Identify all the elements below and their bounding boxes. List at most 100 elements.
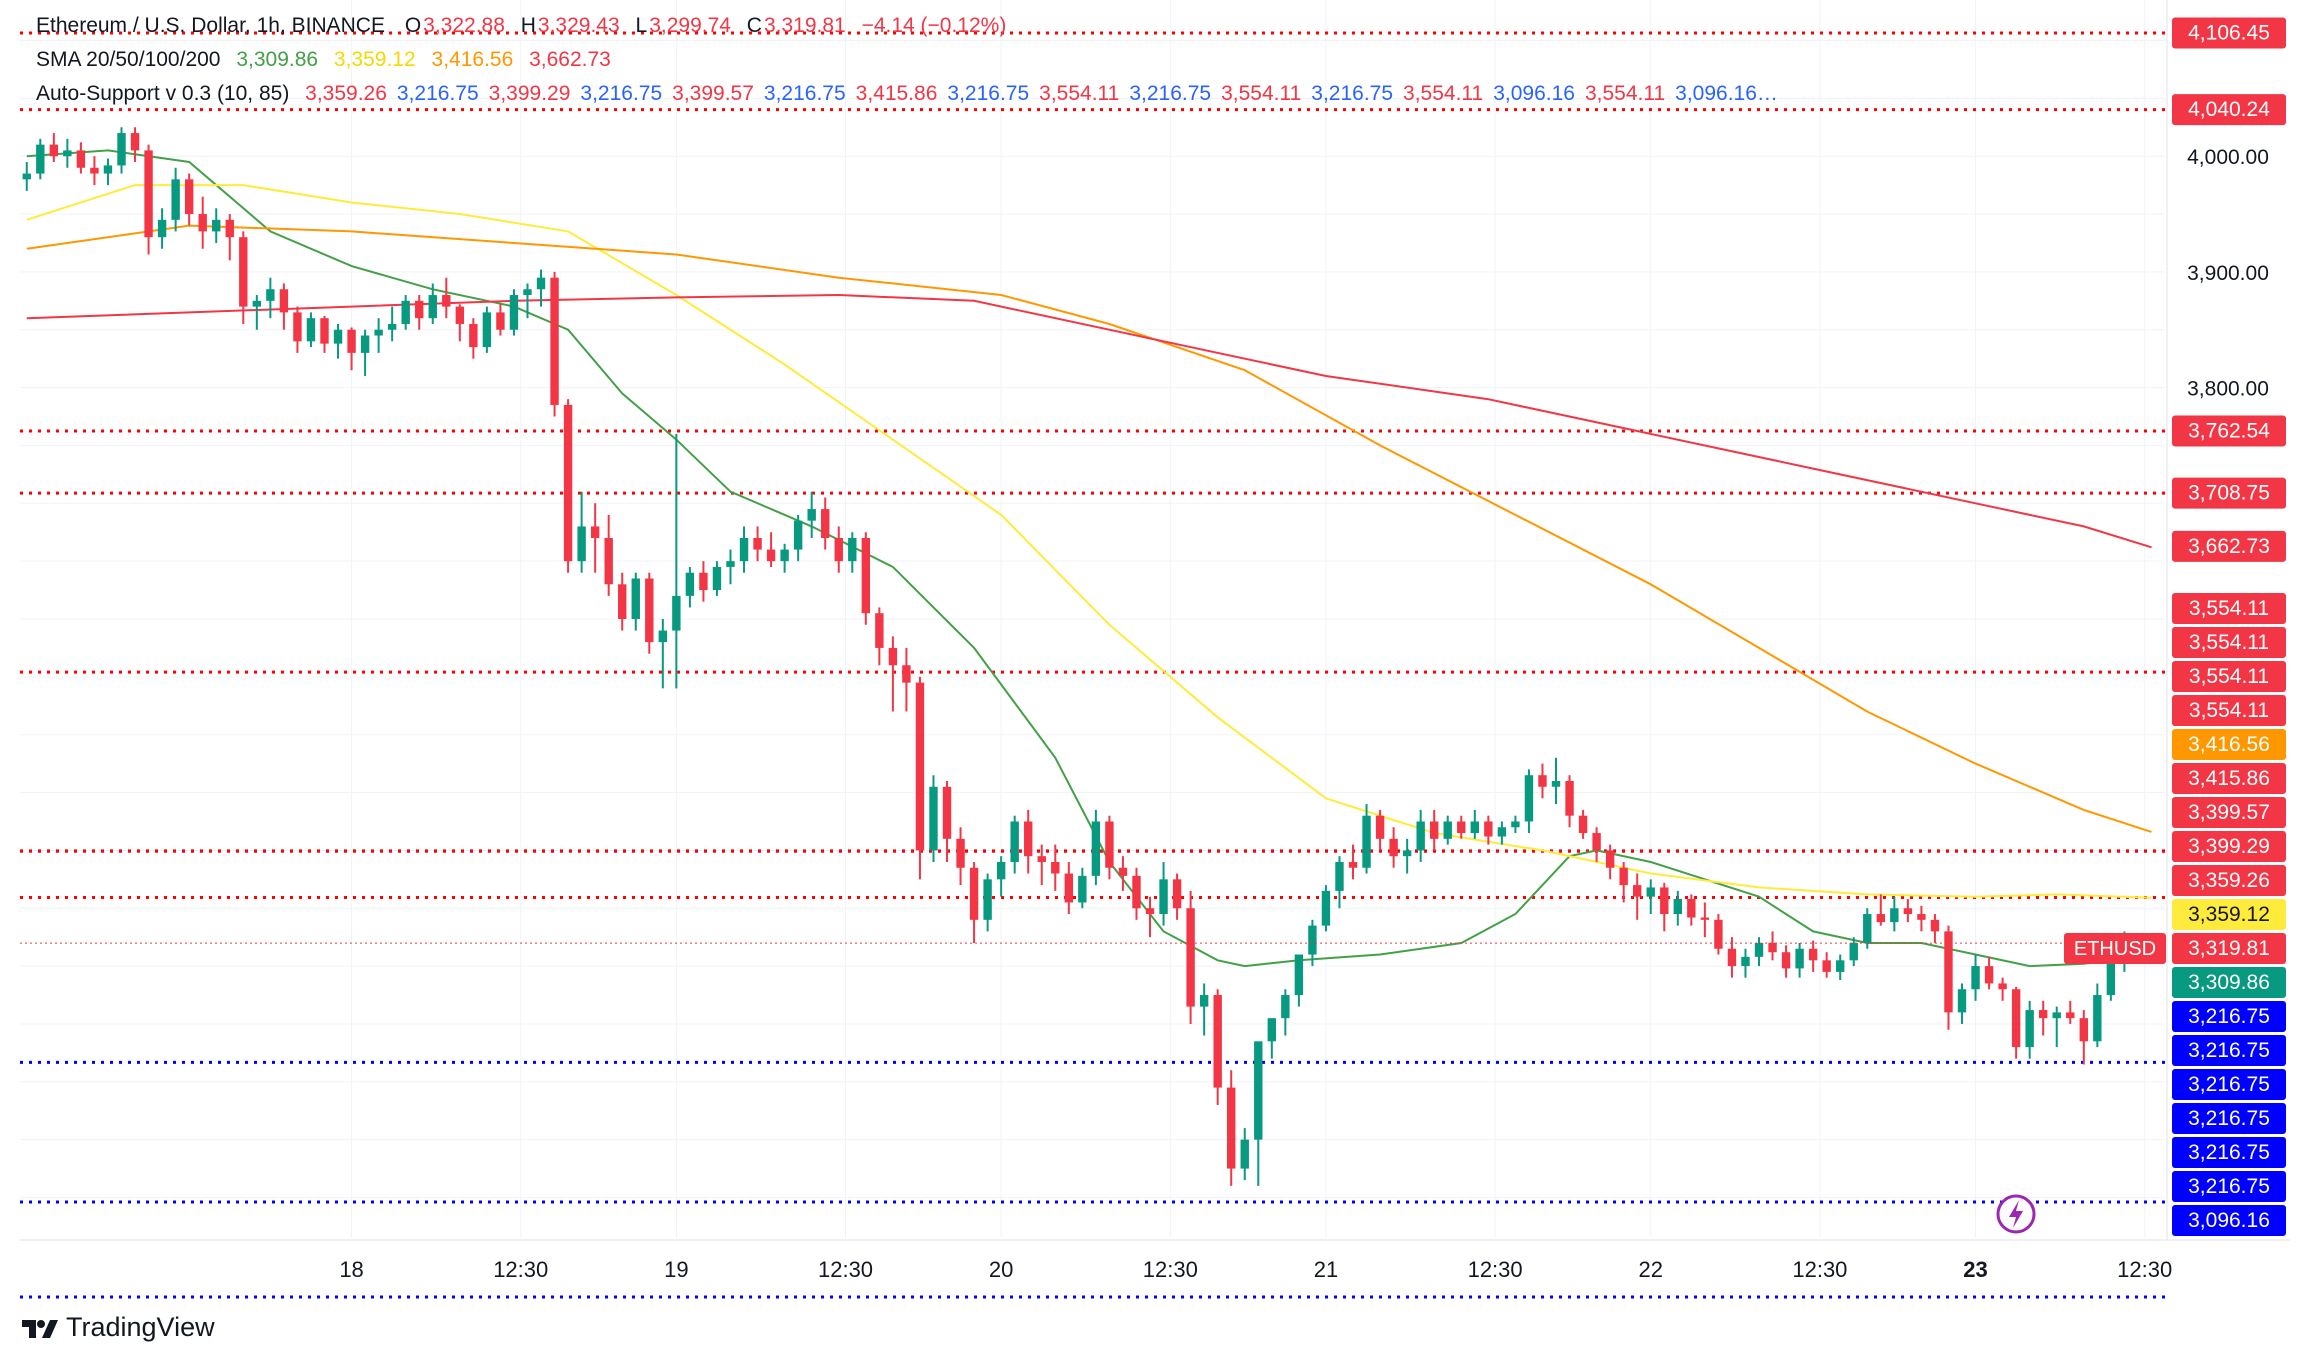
candle-body <box>1362 815 1371 868</box>
candle-body <box>1375 815 1385 839</box>
time-axis-tick: 12:30 <box>1792 1257 1847 1282</box>
candle <box>1687 894 1696 926</box>
support-legend-value: 3,554.11 <box>1221 82 1302 105</box>
candle-body <box>1551 780 1561 787</box>
price-tag-box <box>2172 797 2286 828</box>
price-tag-label: 3,216.75 <box>2188 1039 2270 1062</box>
candle <box>212 208 221 243</box>
price-tag-label: 3,399.57 <box>2188 801 2270 824</box>
candle-body <box>2079 1018 2088 1042</box>
candle <box>1416 809 1425 862</box>
price-tag-label: 3,415.86 <box>2188 767 2270 790</box>
candle <box>1565 775 1574 828</box>
candle-body <box>482 312 492 348</box>
candle-body <box>1700 917 1710 920</box>
support-legend-value: 3,415.86 <box>855 82 938 105</box>
price-tag-box <box>2172 415 2286 447</box>
candle-body <box>1687 898 1696 918</box>
candle-body <box>1741 956 1750 967</box>
brand-name: TradingView <box>66 1312 215 1342</box>
sma200-value: 3,662.73 <box>529 48 611 71</box>
candle <box>22 161 31 191</box>
candle-body <box>1308 925 1317 955</box>
candle-body <box>1389 838 1398 857</box>
support-legend[interactable]: Auto-Support v 0.3 (10, 85) 3,359.26 3,21… <box>36 82 1788 106</box>
moving-averages <box>26 149 2152 968</box>
price-tag-label: 3,216.75 <box>2188 1175 2270 1198</box>
price-tag: 3,216.75 <box>2172 1069 2286 1100</box>
candle-body <box>1944 931 1953 1013</box>
candle <box>1551 757 1561 805</box>
candle-body <box>2093 995 2102 1042</box>
candle <box>103 158 113 186</box>
price-tag-box <box>2172 94 2286 126</box>
candle-body <box>1781 952 1791 969</box>
tradingview-brand[interactable]: TradingView <box>22 1312 215 1343</box>
time-axis-tick: 18 <box>339 1257 363 1282</box>
candle <box>1010 815 1019 874</box>
candle <box>1768 931 1777 961</box>
candle-body <box>1281 995 1290 1019</box>
candle-body <box>469 323 478 348</box>
candle-body <box>1984 966 1994 984</box>
candle-body <box>333 329 343 344</box>
lightning-icon[interactable] <box>1996 1194 2036 1234</box>
candle-body <box>1890 908 1899 923</box>
candle <box>225 214 234 261</box>
candle <box>645 572 654 654</box>
support-legend-value: 3,554.11 <box>1403 82 1484 105</box>
candles <box>22 127 2129 1186</box>
candle-body <box>36 144 45 174</box>
candle <box>1430 809 1439 851</box>
candle <box>2025 1000 2034 1059</box>
candle <box>1308 919 1317 967</box>
price-tag-box <box>2172 1171 2286 1202</box>
price-axis[interactable]: 4,000.00 3,900.00 3,800.00 <box>2187 146 2269 400</box>
candle-body <box>915 682 925 851</box>
candle-body <box>807 509 816 521</box>
grid <box>20 0 2165 1238</box>
candle <box>1335 856 1344 909</box>
symbol-legend[interactable]: Ethereum / U.S. Dollar, 1h, BINANCE O3,3… <box>36 14 1016 38</box>
candle-body <box>1024 821 1033 857</box>
candle <box>929 775 938 862</box>
candle <box>239 231 248 324</box>
candle <box>1849 937 1858 967</box>
price-tag-box <box>2172 627 2286 658</box>
candle <box>1064 861 1074 915</box>
candle <box>469 318 478 359</box>
sma-legend[interactable]: SMA 20/50/100/200 3,309.86 3,359.12 3,41… <box>36 48 621 72</box>
time-axis-tick: 12:30 <box>493 1257 548 1282</box>
candle <box>956 827 965 886</box>
candle <box>117 127 126 174</box>
support-legend-value: 3,216.75 <box>763 82 846 105</box>
candle <box>1051 844 1060 891</box>
candle <box>1836 954 1845 980</box>
price-tags: 4,106.45 4,040.24 3,762.54 3,708.75 3,662.73… <box>2064 17 2286 1236</box>
candle <box>401 295 410 330</box>
price-tag: 3,216.75 <box>2172 1171 2286 1202</box>
candle <box>279 283 289 330</box>
candle-body <box>212 219 221 232</box>
candle <box>563 399 573 573</box>
price-tag-label: 3,416.56 <box>2188 733 2270 756</box>
candle-body <box>1822 960 1831 972</box>
price-tag-box <box>2172 899 2286 930</box>
price-tag-box <box>2172 1001 2286 1032</box>
price-tag-box <box>2172 593 2286 624</box>
candle-body <box>496 312 505 330</box>
price-tag-box <box>2172 1103 2286 1134</box>
candle-body <box>1159 879 1168 915</box>
candle-body <box>1267 1018 1277 1042</box>
candle <box>1254 1041 1263 1186</box>
candle-body <box>22 173 31 180</box>
candle-body <box>2011 989 2021 1048</box>
candle <box>699 561 708 602</box>
time-axis[interactable]: 18 12:30 19 12:30 20 12:30 21 12:30 22 12:30 23 12:… <box>339 1257 2172 1282</box>
candle-body <box>685 572 695 596</box>
candle <box>157 208 167 249</box>
support-legend-value: 3,359.26 <box>305 82 387 105</box>
candle <box>252 295 262 330</box>
